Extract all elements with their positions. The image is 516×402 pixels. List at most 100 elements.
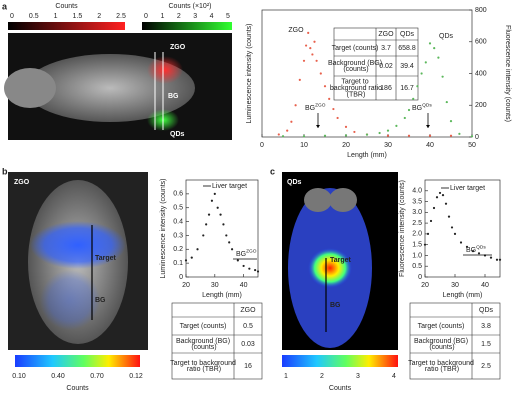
data-point	[471, 250, 475, 253]
data-point	[190, 256, 193, 259]
table-cell: 16	[244, 363, 252, 370]
mouse-ear	[329, 188, 357, 212]
colorbar-label: 3	[356, 373, 360, 380]
y-tick-label: 3.5	[412, 198, 422, 205]
table-cell: 0.03	[241, 341, 255, 348]
y2-tick-label: 400	[475, 70, 487, 77]
table-cell: Target to background ratio (TBR)	[408, 360, 474, 373]
panel-label: b	[2, 166, 8, 176]
data-point	[344, 125, 348, 128]
data-point	[254, 268, 257, 272]
table-cell: Background (BG) (counts)	[176, 338, 230, 351]
data-point	[230, 248, 234, 251]
table-cell: 1.5	[481, 341, 491, 348]
image-label: BG	[95, 297, 106, 304]
colorbar-label: 1	[54, 13, 58, 20]
data-point	[437, 56, 440, 59]
y-axis-label: Luminescence intensity (counts)	[246, 24, 253, 124]
x-axis-label: Length (mm)	[443, 292, 483, 299]
table-cell: Target (counts)	[332, 45, 379, 52]
y-tick-label: 1.0	[412, 252, 422, 259]
mouse-head	[4, 68, 56, 108]
image-label: ZGO	[170, 44, 186, 51]
annotation: BGZGO	[236, 249, 257, 258]
annotation: Liver target	[212, 183, 247, 190]
table-cell: Background (BG) (counts)	[328, 60, 382, 73]
data-point	[444, 202, 448, 205]
zgo-signal	[147, 56, 183, 84]
table-cell: 39.4	[400, 63, 414, 70]
x-tick-label: 20	[421, 282, 429, 289]
table-cell: 0.02	[379, 63, 393, 70]
data-point	[202, 234, 205, 237]
data-point	[207, 213, 211, 216]
data-point	[290, 120, 293, 123]
data-point	[344, 134, 348, 137]
table-cell: QDs	[400, 31, 415, 38]
data-point	[305, 44, 308, 47]
data-point	[432, 206, 436, 210]
data-point	[435, 196, 439, 199]
y2-tick-label: 200	[475, 102, 487, 109]
y-tick-label: 2.5	[412, 220, 422, 227]
y-tick-label: 0.1	[173, 260, 183, 267]
data-point	[407, 134, 411, 137]
data-point	[495, 258, 499, 261]
table-cell: Target to background ratio (TBR)	[170, 360, 236, 373]
data-point	[426, 232, 430, 235]
data-point	[332, 107, 335, 111]
y-tick-label: 0.5	[173, 205, 183, 212]
table-cell: 16.7	[400, 85, 414, 92]
data-point	[441, 193, 445, 197]
data-point	[365, 133, 369, 136]
annotation-text: Liver target	[450, 185, 485, 192]
data-point	[302, 59, 306, 62]
arrow-head	[316, 125, 320, 128]
data-point	[489, 256, 493, 259]
colorbar	[142, 22, 232, 30]
colorbar-label: 0	[144, 13, 148, 20]
data-point	[309, 47, 312, 50]
data-point	[228, 241, 231, 244]
data-point	[416, 85, 419, 88]
data-point	[447, 215, 451, 218]
y-tick-label: 0.4	[173, 218, 183, 225]
colorbar-label: 2.5	[116, 13, 126, 20]
data-point	[298, 78, 301, 81]
data-point	[386, 134, 390, 137]
annotation: BGZGO	[305, 103, 326, 112]
panel-label: c	[270, 166, 275, 176]
series-label: QDs	[439, 33, 454, 40]
data-point	[294, 104, 297, 107]
colorbar-label: 3	[193, 13, 197, 20]
annotation-text: BG	[466, 247, 476, 254]
data-point	[498, 258, 502, 261]
x-tick-label: 20	[182, 282, 190, 289]
colorbar-title: Counts	[329, 385, 352, 392]
data-point	[403, 116, 406, 120]
y2-tick-label: 0	[475, 134, 479, 141]
colorbar	[15, 355, 140, 367]
data-point	[205, 223, 208, 226]
table-cell: 0.5	[243, 323, 253, 330]
y2-tick-label: 600	[475, 39, 487, 46]
y-tick-label: 0	[418, 274, 422, 281]
table	[409, 302, 501, 380]
image-label: ZGO	[14, 179, 30, 186]
y-tick-label: 4.0	[412, 188, 422, 195]
y-tick-label: 0.6	[173, 191, 183, 198]
colorbar-title: Counts	[55, 3, 78, 10]
zgo-signal	[30, 221, 126, 269]
x-tick-label: 30	[451, 282, 459, 289]
table-cell: Background (BG) (counts)	[414, 338, 468, 351]
data-point	[428, 134, 432, 137]
annotation-sup: ZGO	[246, 249, 257, 255]
data-point	[236, 259, 239, 262]
data-point	[353, 130, 356, 134]
data-point	[378, 131, 381, 135]
data-point	[470, 135, 474, 138]
table-cell: 3.7	[381, 45, 391, 52]
annotation-sup: QDs	[476, 245, 486, 251]
annotation-sup: ZGO	[315, 103, 326, 109]
